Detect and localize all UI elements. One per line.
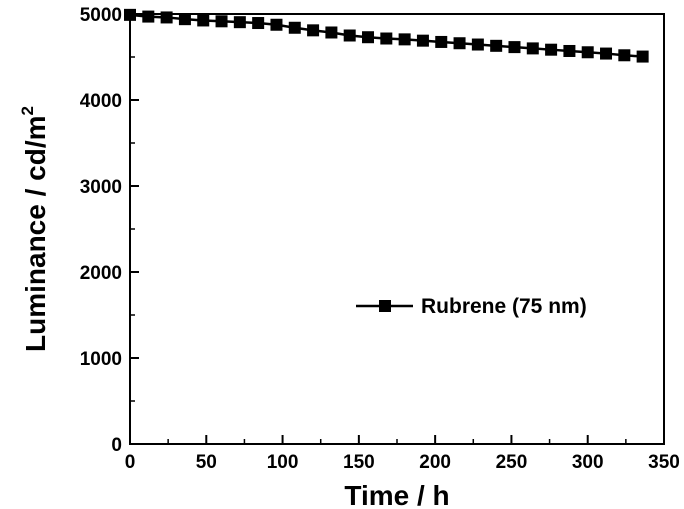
data-point (307, 24, 320, 37)
data-point (252, 17, 265, 30)
data-point (270, 18, 283, 31)
series-layer (124, 8, 649, 63)
y-tick-label: 3000 (80, 177, 122, 198)
data-point (581, 46, 594, 59)
x-axis-ticks: 0 50 100 150 200 250 300 350 (125, 435, 680, 473)
data-point (343, 29, 356, 42)
y-tick-label: 0 (111, 435, 122, 456)
legend: Rubrene (75 nm) (356, 295, 587, 318)
x-tick-label: 0 (125, 452, 136, 473)
legend-label: Rubrene (75 nm) (421, 295, 587, 318)
data-point (215, 15, 228, 28)
data-point (197, 14, 210, 27)
y-axis-ticks: 0 1000 2000 3000 4000 5000 (80, 5, 139, 456)
x-axis-title: Time / h (344, 480, 449, 509)
x-tick-label: 100 (267, 452, 299, 473)
y-tick-label: 5000 (80, 5, 122, 26)
data-point (600, 47, 613, 60)
data-point (325, 26, 338, 39)
legend-marker (379, 300, 391, 312)
data-point (124, 8, 136, 21)
y-tick-label: 4000 (80, 91, 122, 112)
x-tick-label: 50 (196, 452, 217, 473)
data-point (142, 10, 155, 23)
y-tick-label: 2000 (80, 263, 122, 284)
data-point (545, 43, 558, 56)
y-axis-title: Luminance / cd/m2 (18, 106, 51, 352)
data-point (618, 49, 631, 62)
data-point (416, 34, 429, 47)
data-point (636, 50, 649, 63)
data-point (398, 33, 411, 46)
data-point (362, 31, 375, 44)
data-point (563, 44, 576, 57)
data-point (160, 11, 173, 24)
x-tick-label: 350 (648, 452, 680, 473)
data-point (178, 13, 191, 26)
y-axis-title-superscript: 2 (18, 106, 37, 115)
x-tick-label: 300 (572, 452, 604, 473)
x-tick-label: 150 (343, 452, 375, 473)
y-tick-label: 1000 (80, 349, 122, 370)
data-point (435, 35, 448, 48)
data-point (453, 37, 466, 50)
x-tick-label: 200 (419, 452, 451, 473)
data-point (380, 32, 393, 45)
data-point (288, 21, 301, 34)
data-point (471, 38, 484, 51)
x-tick-label: 250 (496, 452, 528, 473)
y-axis-title-main: Luminance / cd/m (20, 115, 51, 352)
plot-frame (129, 13, 665, 445)
data-point (490, 39, 503, 52)
data-point (526, 42, 539, 55)
data-point (508, 41, 521, 54)
data-point (233, 16, 246, 29)
